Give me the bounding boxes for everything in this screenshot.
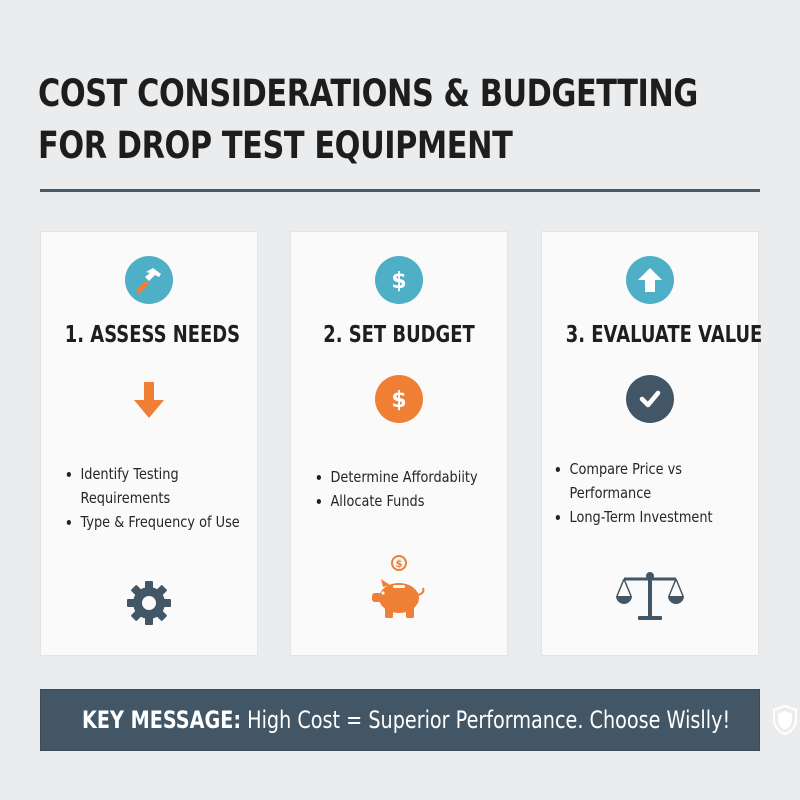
shield-icon bbox=[773, 704, 798, 736]
svg-text:$: $ bbox=[391, 269, 406, 294]
key-message-text: KEY MESSAGE: High Cost = Superior Perfor… bbox=[81, 706, 731, 734]
bullet-list: Compare Price vs Performance Long-Term I… bbox=[554, 457, 750, 529]
card-heading: 3. Evaluate Value bbox=[565, 322, 763, 348]
bullet-item-continuation: Requirements bbox=[80, 489, 171, 507]
page-title: Cost Considerations & Budgetting for Dro… bbox=[38, 68, 698, 172]
dollar-icon: $ bbox=[375, 256, 423, 304]
bullet-list: Identify Testing Requirements Type & Fre… bbox=[65, 462, 249, 534]
card-evaluate-value: 3. Evaluate Value Compare Price vs Perfo… bbox=[541, 231, 763, 656]
piggy-bank-icon: $ bbox=[372, 555, 425, 618]
gear-icon bbox=[127, 581, 171, 625]
card-heading: 1. Assess Needs bbox=[64, 322, 241, 348]
bullet-item: Type & Frequency of Use bbox=[65, 510, 240, 534]
arrow-down-icon bbox=[134, 382, 164, 418]
bullet-item: Identify Testing bbox=[65, 462, 223, 486]
arrow-up-icon bbox=[626, 256, 674, 304]
bullet-item-continuation: Performance bbox=[569, 484, 652, 502]
title-line-1: Cost Considerations & Budgetting bbox=[38, 72, 698, 115]
dollar-icon: $ bbox=[375, 375, 423, 423]
bullet-list: Determine Affordabiity Allocate Funds bbox=[315, 465, 499, 513]
svg-text:$: $ bbox=[396, 559, 403, 570]
scales-icon bbox=[616, 572, 684, 620]
svg-text:$: $ bbox=[391, 388, 406, 413]
key-message-banner: KEY MESSAGE: High Cost = Superior Perfor… bbox=[40, 689, 798, 751]
card-heading: 2. Set Budget bbox=[323, 322, 475, 348]
title-line-2: for Drop Test Equipment bbox=[38, 124, 513, 167]
checkmark-icon bbox=[626, 375, 674, 423]
bullet-item: Long-Term Investment bbox=[554, 505, 723, 529]
card-assess-needs: 1. Assess Needs Identify Testing Require… bbox=[40, 231, 258, 656]
bullet-item: Allocate Funds bbox=[315, 489, 473, 513]
title-divider bbox=[40, 189, 760, 192]
bullet-item: Determine Affordabiity bbox=[315, 465, 478, 489]
card-set-budget: $ 2. Set Budget $ Determine Affordabiity… bbox=[290, 231, 508, 656]
bullet-item: Compare Price vs bbox=[554, 457, 723, 481]
hammer-icon bbox=[125, 256, 173, 304]
